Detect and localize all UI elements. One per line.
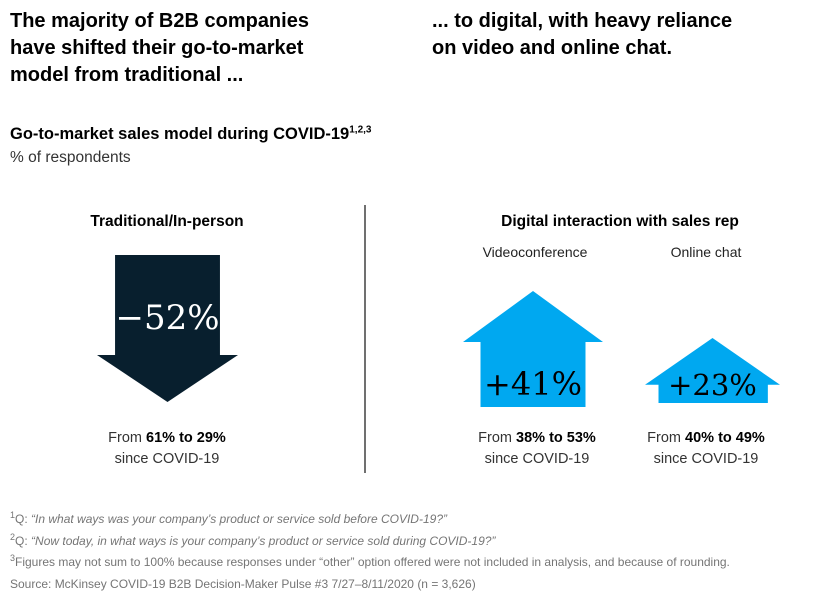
chart-title: Go-to-market sales model during COVID-19… [10, 125, 371, 144]
footnote-3: 3Figures may not sum to 100% because res… [10, 552, 730, 574]
section-divider [364, 205, 366, 473]
footnote-marker: 3 [10, 553, 16, 563]
videoconference-caption: From 38% to 53% since COVID-19 [447, 428, 627, 470]
unit-label: % of respondents [10, 149, 131, 166]
online-chat-change-value: +23% [668, 368, 757, 402]
footnote-marker: 2 [10, 531, 16, 542]
caption-range: 38% to 53% [516, 430, 596, 446]
section-header-traditional: Traditional/In-person [90, 213, 244, 230]
footnote-label: Figures may not sum to 100% because resp… [15, 555, 730, 569]
caption-range: 40% to 49% [685, 430, 765, 446]
traditional-caption-line1: From 61% to 29% [47, 428, 287, 449]
traditional-caption: From 61% to 29% since COVID-19 [47, 428, 287, 470]
footnote-quote: “In what ways was your company’s product… [31, 512, 447, 526]
headline-left: The majority of B2B companies have shift… [10, 10, 309, 86]
footnote-label: Q: [15, 533, 32, 548]
footnote-quote: “Now today, in what ways is your company… [31, 533, 496, 548]
online-chat-label: Online chat [670, 244, 742, 260]
caption-prefix: From [478, 430, 512, 446]
headline-right: ... to digital, with heavy reliance on v… [432, 10, 733, 59]
videoconference-change-value: +41% [484, 365, 582, 403]
footnote-2: 2Q: “Now today, in what ways is your com… [10, 531, 730, 553]
footnote-1: 1Q: “In what ways was your company’s pro… [10, 509, 730, 531]
traditional-decline-arrow: −52% [97, 255, 238, 402]
traditional-caption-line2: since COVID-19 [114, 451, 220, 467]
footnote-label: Q: [15, 512, 32, 526]
footnote-marker: 1 [10, 510, 16, 520]
videoconference-caption-line2: since COVID-19 [484, 451, 590, 467]
online-chat-growth-arrow: +23% [645, 338, 780, 403]
traditional-change-value: −52% [115, 298, 220, 338]
footnotes: 1Q: “In what ways was your company’s pro… [10, 509, 730, 595]
caption-prefix: From [647, 430, 681, 446]
caption-range: 61% to 29% [146, 430, 226, 446]
videoconference-label: Videoconference [482, 244, 588, 260]
source-line: Source: McKinsey COVID-19 B2B Decision-M… [10, 576, 476, 591]
online-chat-caption-line1: From 40% to 49% [616, 428, 796, 449]
chart-title-footnote-markers: 1,2,3 [349, 124, 372, 136]
online-chat-caption-line2: since COVID-19 [653, 451, 759, 467]
section-header-digital: Digital interaction with sales rep [501, 213, 739, 230]
caption-prefix: From [108, 430, 142, 446]
videoconference-caption-line1: From 38% to 53% [447, 428, 627, 449]
chart-title-text: Go-to-market sales model during COVID-19 [10, 125, 350, 143]
videoconference-growth-arrow: +41% [463, 291, 603, 407]
online-chat-caption: From 40% to 49% since COVID-19 [616, 428, 796, 470]
